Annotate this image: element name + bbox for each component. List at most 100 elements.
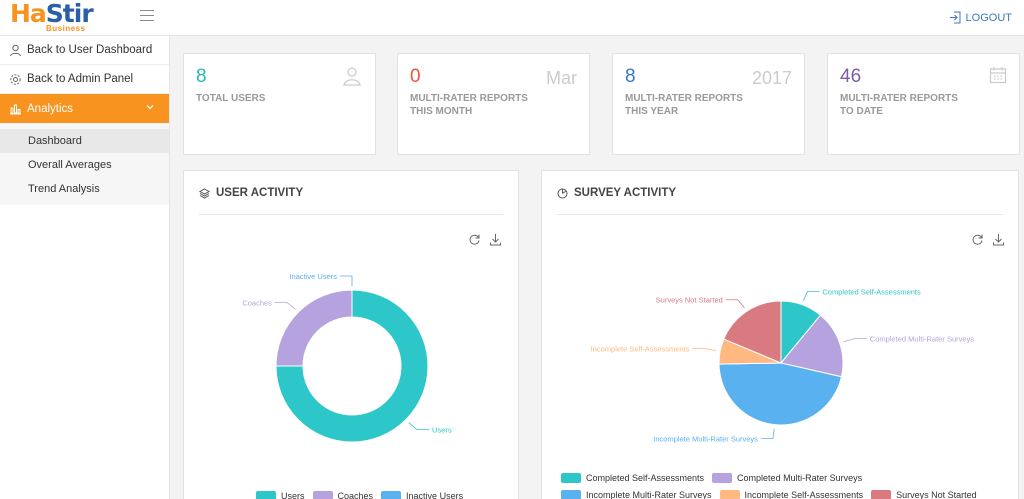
slice-label-incomplete-self-assessments: Incomplete Self-Assessments — [591, 345, 690, 354]
user-activity-legend: Users Coaches Inactive Users — [256, 491, 471, 499]
stat-card-reports-to-date: 46 MULTI-RATER REPORTS TO DATE — [827, 53, 1020, 155]
stat-corner-year: 2017 — [751, 68, 792, 88]
legend-swatch — [312, 491, 333, 499]
sidebar-subitem-trend-analysis[interactable]: Trend Analysis — [28, 183, 100, 195]
legend-swatch — [561, 490, 581, 499]
label-line — [843, 338, 867, 343]
analytics-submenu: Dashboard Overall Averages Trend Analysi… — [0, 123, 169, 205]
slice-label-users: Users — [432, 426, 452, 435]
panel-title: SURVEY ACTIVITY — [557, 187, 676, 199]
slice-completed-multi-rater-surveys[interactable] — [780, 314, 844, 378]
sidebar-item-label: Back to User Dashboard — [27, 44, 153, 56]
panel-title: USER ACTIVITY — [199, 187, 303, 199]
label-line — [692, 348, 717, 351]
legend-item-completed-self-assessments[interactable]: Completed Self-Assessments — [561, 473, 704, 483]
label-line — [340, 275, 353, 286]
legend-item-coaches[interactable]: Coaches — [312, 491, 374, 499]
legend-label: Coaches — [337, 491, 374, 499]
stat-value: 8 — [196, 66, 207, 87]
sidebar-item-label: Analytics — [27, 102, 74, 115]
label-line — [760, 428, 775, 439]
label-line — [802, 291, 820, 302]
legend-swatch — [381, 491, 402, 499]
divider — [557, 214, 1003, 215]
legend-item-incomplete-multi-rater-surveys[interactable]: Incomplete Multi-Rater Surveys — [561, 490, 712, 499]
label-line — [725, 299, 745, 309]
logo[interactable]: HaStir Business — [10, 0, 95, 33]
layers-icon — [199, 187, 210, 199]
chart-tools — [971, 233, 1005, 246]
legend-label: Incomplete Self-Assessments — [744, 490, 864, 499]
legend-label: Completed Self-Assessments — [586, 473, 705, 483]
stat-label: MULTI-RATER REPORTS TO DATE — [840, 93, 958, 117]
stat-value: 46 — [840, 66, 862, 87]
panel-title-text: USER ACTIVITY — [216, 187, 304, 199]
gear-icon — [10, 73, 21, 85]
legend-item-incomplete-self-assessments[interactable]: Incomplete Self-Assessments — [719, 490, 864, 499]
sidebar-item-user-dashboard[interactable]: Back to User Dashboard — [0, 36, 169, 65]
sidebar-item-admin-panel[interactable]: Back to Admin Panel — [0, 65, 169, 94]
slice-surveys-not-started[interactable] — [723, 300, 782, 364]
legend-item-users[interactable]: Users — [256, 491, 305, 499]
slice-users[interactable] — [275, 289, 429, 443]
pie-chart-icon — [557, 188, 568, 198]
stat-label: TOTAL USERS — [196, 93, 266, 104]
legend-swatch — [719, 490, 740, 499]
slice-label-completed-multi-rater-surveys: Completed Multi-Rater Surveys — [870, 335, 974, 344]
sidebar: Back to User Dashboard Back to Admin Pan… — [0, 36, 170, 499]
legend-item-surveys-not-started[interactable]: Surveys Not Started — [871, 490, 977, 499]
label-line — [274, 301, 296, 310]
slice-label-coaches: Coaches — [242, 298, 272, 307]
slice-coaches[interactable] — [275, 289, 353, 367]
calendar-icon — [989, 67, 1007, 84]
legend-label: Incomplete Multi-Rater Surveys — [586, 490, 712, 499]
stat-label: MULTI-RATER REPORTS THIS MONTH — [410, 93, 528, 117]
slice-incomplete-multi-rater-surveys[interactable] — [718, 362, 843, 426]
legend-label: Inactive Users — [406, 491, 464, 499]
logout-icon — [949, 11, 961, 24]
survey-activity-legend: Completed Self-Assessments Completed Mult… — [561, 473, 1011, 499]
refresh-icon[interactable] — [468, 233, 481, 246]
stat-corner-month: Mar — [546, 68, 577, 88]
sidebar-item-label: Back to Admin Panel — [27, 73, 134, 85]
user-activity-donut-chart: Users Coaches Inactive Users — [242, 272, 452, 443]
slice-label-inactive-users: Inactive Users — [289, 272, 337, 281]
stat-label: MULTI-RATER REPORTS THIS YEAR — [625, 93, 743, 117]
stat-card-reports-year: 8 MULTI-RATER REPORTS THIS YEAR 2017 — [612, 53, 805, 155]
stat-value: 0 — [410, 66, 421, 87]
label-line — [408, 422, 430, 431]
legend-label: Surveys Not Started — [896, 490, 977, 499]
user-icon — [10, 44, 21, 56]
legend-item-inactive-users[interactable]: Inactive Users — [381, 491, 463, 499]
top-bar: HaStir Business LOGOUT — [0, 0, 1024, 36]
legend-swatch — [712, 473, 733, 483]
user-activity-panel: USER ACTIVITY Users Coaches Inactive Users… — [183, 170, 519, 499]
users-icon — [343, 67, 361, 86]
menu-toggle-icon[interactable] — [140, 10, 154, 22]
survey-activity-pie-chart: Completed Self-Assessments Completed Mult… — [591, 287, 975, 444]
sidebar-subitem-dashboard[interactable]: Dashboard — [0, 129, 169, 153]
download-icon[interactable] — [992, 233, 1005, 246]
sidebar-subitem-overall-averages[interactable]: Overall Averages — [28, 159, 112, 171]
slice-label-incomplete-multi-rater-surveys: Incomplete Multi-Rater Surveys — [653, 435, 758, 444]
logout-label: LOGOUT — [965, 11, 1012, 24]
stat-card-reports-month: 0 MULTI-RATER REPORTS THIS MONTH Mar — [397, 53, 590, 155]
panel-title-text: SURVEY ACTIVITY — [574, 187, 677, 199]
legend-swatch — [561, 473, 581, 483]
refresh-icon[interactable] — [971, 233, 984, 246]
divider — [199, 214, 503, 215]
legend-label: Users — [281, 491, 305, 499]
legend-swatch — [256, 491, 276, 499]
legend-label: Completed Multi-Rater Surveys — [737, 473, 863, 483]
bar-chart-icon — [10, 104, 21, 115]
sidebar-item-analytics[interactable]: Analytics — [0, 94, 169, 123]
logo-subtitle: Business — [46, 24, 86, 33]
survey-activity-panel: SURVEY ACTIVITY Completed Self-Assessmen… — [541, 170, 1019, 499]
legend-swatch — [871, 490, 892, 499]
slice-label-completed-self-assessments: Completed Self-Assessments — [822, 287, 921, 296]
logo-mark: Ha — [10, 0, 47, 28]
download-icon[interactable] — [489, 233, 502, 246]
logout-button[interactable]: LOGOUT — [949, 11, 1012, 24]
legend-item-completed-multi-rater-surveys[interactable]: Completed Multi-Rater Surveys — [712, 473, 862, 483]
slice-label-surveys-not-started: Surveys Not Started — [656, 296, 723, 305]
